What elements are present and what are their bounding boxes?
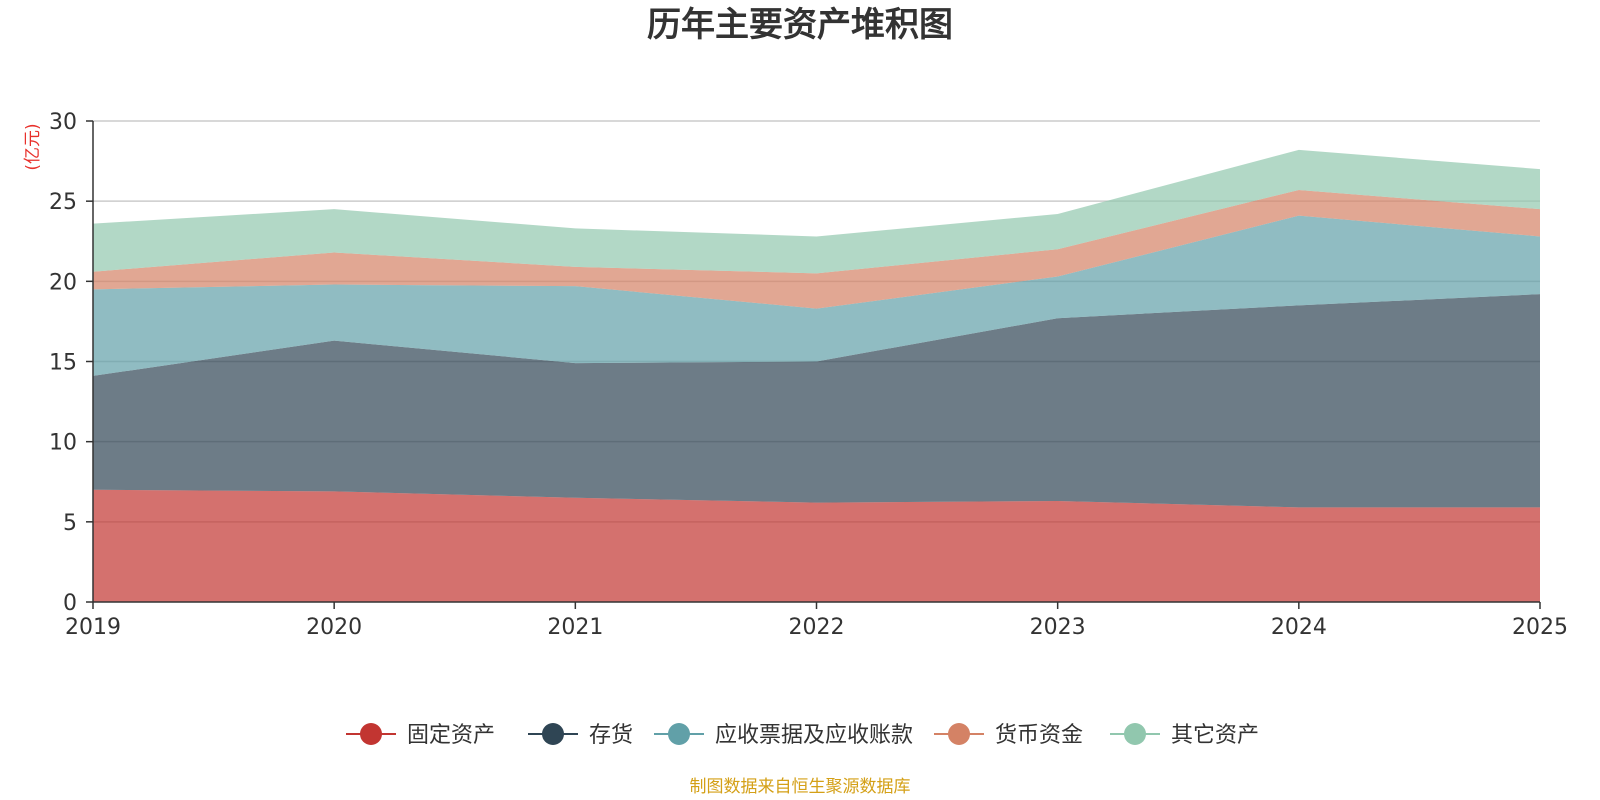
y-axis-unit-label: (亿元) (23, 123, 43, 170)
x-tick-label-2022: 2022 (789, 615, 845, 640)
y-tick-label-10: 10 (49, 431, 77, 456)
legend-marker-series-3 (948, 723, 970, 745)
y-tick-label-20: 20 (49, 270, 77, 295)
area-series-1 (93, 294, 1540, 508)
legend-marker-series-2 (668, 723, 690, 745)
x-tick-label-2020: 2020 (306, 615, 362, 640)
data-source-note: 制图数据来自恒生聚源数据库 (690, 777, 911, 797)
legend-marker-series-0 (360, 723, 382, 745)
area-series-0 (93, 489, 1540, 602)
chart-title: 历年主要资产堆积图 (647, 5, 953, 45)
y-tick-label-0: 0 (63, 591, 77, 616)
x-tick-label-2019: 2019 (65, 615, 121, 640)
legend-label-series-2: 应收票据及应收账款 (715, 723, 913, 748)
area-series-4 (93, 149, 1540, 274)
legend-marker-series-4 (1124, 723, 1146, 745)
legend-label-series-3: 货币资金 (995, 723, 1083, 748)
y-tick-label-25: 25 (49, 190, 77, 215)
legend-label-series-1: 存货 (589, 723, 633, 748)
area-series-2 (93, 215, 1540, 376)
legend-label-series-0: 固定资产 (407, 723, 495, 748)
x-tick-label-2023: 2023 (1030, 615, 1086, 640)
x-tick-label-2021: 2021 (547, 615, 603, 640)
y-tick-label-15: 15 (49, 351, 77, 376)
x-tick-label-2024: 2024 (1271, 615, 1327, 640)
y-tick-label-30: 30 (49, 110, 77, 135)
legend: 固定资产 存货 应收票据及应收账款 货币资金 其它资产 (346, 723, 1259, 748)
stacked-areas (93, 149, 1540, 602)
y-tick-label-5: 5 (63, 511, 77, 536)
x-tick-label-2025: 2025 (1512, 615, 1568, 640)
legend-label-series-4: 其它资产 (1171, 723, 1259, 748)
area-series-3 (93, 189, 1540, 309)
legend-marker-series-1 (542, 723, 564, 745)
